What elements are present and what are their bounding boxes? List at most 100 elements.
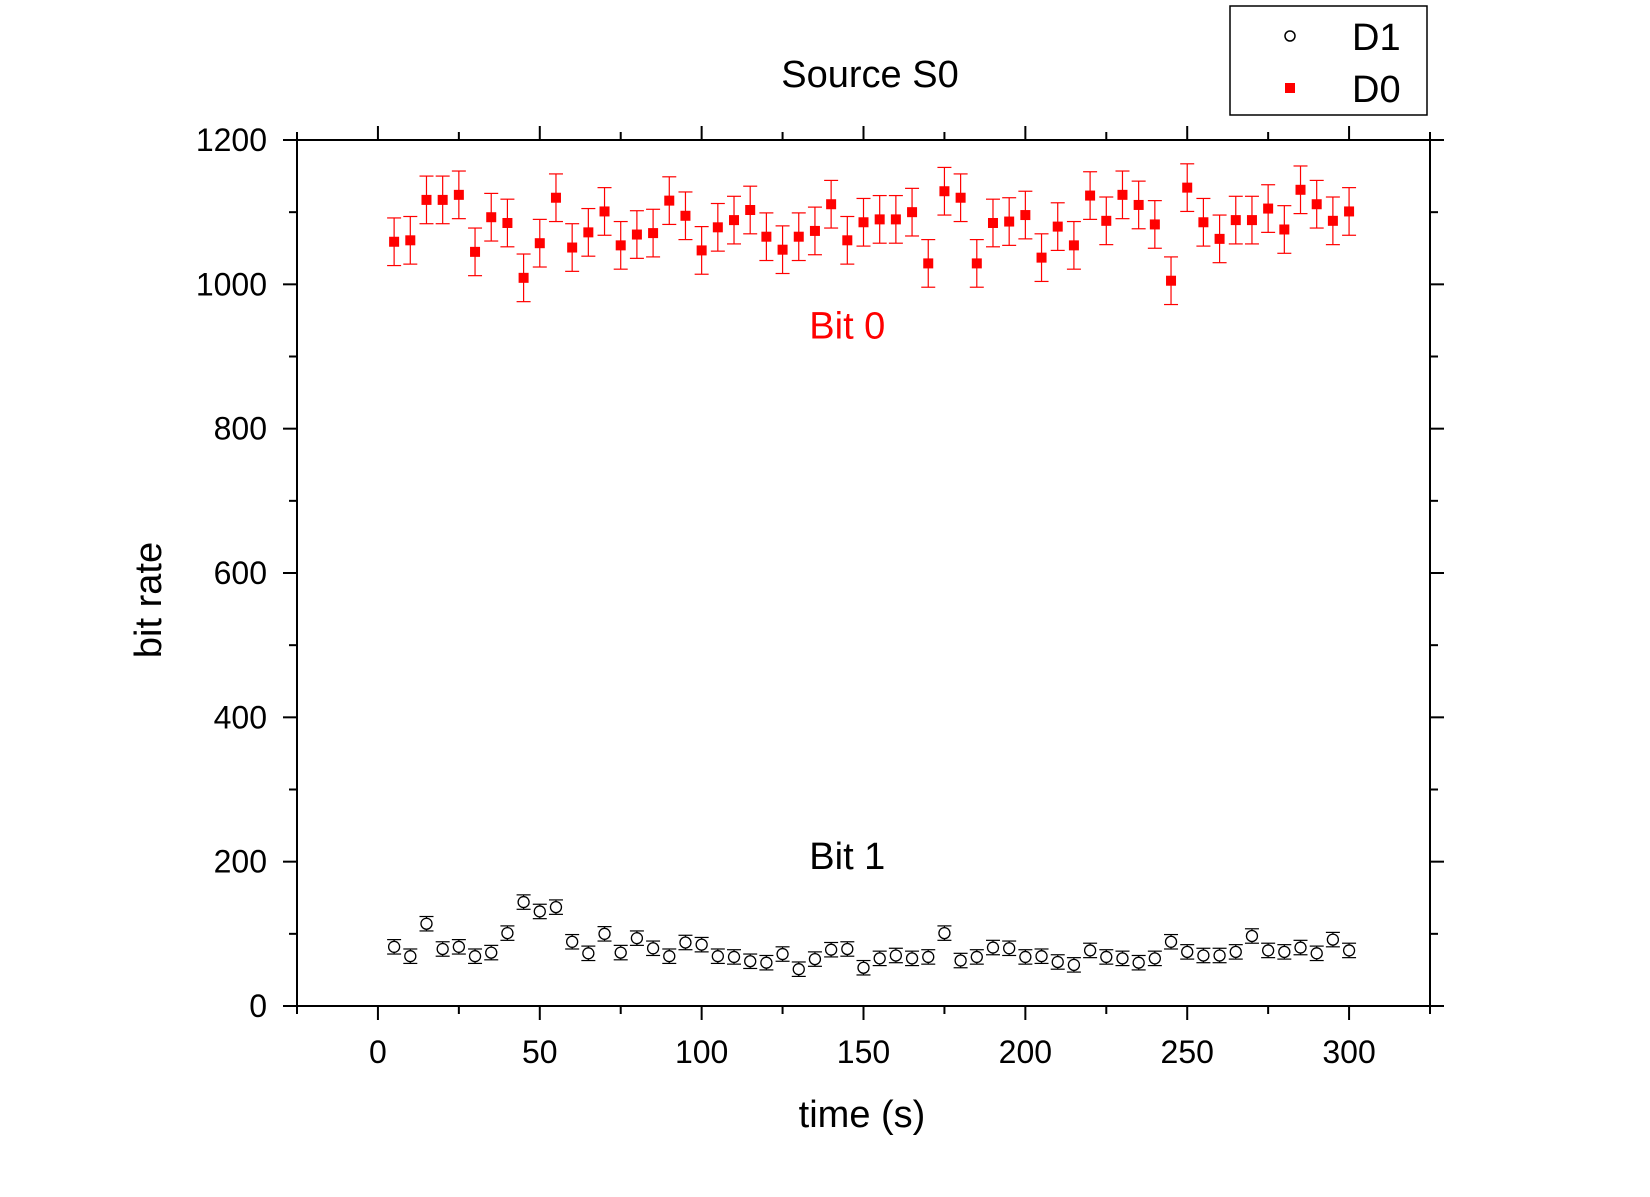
y-tick-label: 400 — [214, 699, 267, 735]
data-point — [679, 936, 692, 949]
legend: D1 D0 — [1229, 5, 1428, 116]
y-tick-label: 0 — [249, 988, 267, 1024]
data-point — [1068, 240, 1079, 251]
data-point — [1036, 252, 1047, 263]
data-point — [1083, 944, 1097, 957]
data-point — [648, 228, 659, 239]
data-point — [1230, 215, 1241, 226]
data-point — [1101, 215, 1112, 226]
data-point — [436, 942, 449, 956]
data-point — [922, 950, 935, 964]
data-point — [1326, 933, 1340, 946]
data-point — [1344, 206, 1355, 217]
data-point — [405, 235, 416, 246]
data-point — [631, 229, 642, 240]
data-point — [1279, 224, 1290, 235]
legend-marker-d0 — [1285, 83, 1295, 93]
data-point — [1117, 189, 1128, 200]
data-point — [905, 952, 919, 965]
data-point — [890, 214, 901, 225]
data-point — [955, 192, 966, 203]
data-point — [1148, 952, 1161, 965]
data-point — [501, 926, 514, 940]
data-point — [1067, 958, 1081, 972]
annotation-label: Bit 0 — [809, 305, 885, 347]
data-point — [1278, 945, 1291, 959]
annotations: Bit 0 Bit 1 — [809, 305, 885, 877]
data-point — [727, 950, 741, 964]
data-point — [1213, 949, 1226, 962]
plot-marks — [387, 163, 1357, 978]
data-point — [582, 947, 595, 960]
data-point — [566, 935, 579, 948]
data-point — [1100, 950, 1113, 964]
x-tick-label: 300 — [1322, 1034, 1375, 1070]
data-point — [842, 235, 853, 246]
data-point — [567, 242, 578, 253]
data-point — [760, 956, 773, 969]
x-tick-label: 250 — [1161, 1034, 1214, 1070]
data-point — [663, 950, 676, 963]
data-point — [664, 195, 675, 206]
data-point — [630, 932, 644, 945]
data-point — [1085, 190, 1096, 201]
y-tick-label: 1000 — [196, 266, 267, 302]
data-point — [729, 215, 740, 226]
data-point — [1051, 955, 1064, 969]
data-point — [1035, 950, 1048, 963]
data-point — [1052, 221, 1063, 232]
data-point — [387, 940, 401, 953]
data-point — [874, 214, 885, 225]
data-point — [695, 938, 708, 951]
data-point — [502, 217, 513, 228]
data-point — [971, 258, 982, 269]
data-point — [452, 940, 466, 953]
legend-box — [1229, 5, 1428, 116]
data-point — [518, 272, 529, 283]
data-point — [761, 231, 772, 242]
chart-title: Source S0 — [781, 54, 958, 96]
data-point — [1198, 217, 1209, 228]
data-point — [1133, 199, 1144, 210]
data-point — [583, 227, 594, 238]
data-point — [1263, 203, 1274, 214]
data-point — [421, 194, 432, 205]
data-point — [389, 236, 400, 247]
x-tick-label: 150 — [837, 1034, 890, 1070]
tick-labels: 0 50 100 150 200 250 300 0 200 400 600 800 1000 1200 — [196, 122, 1376, 1070]
data-point — [1261, 944, 1275, 957]
data-point — [970, 950, 983, 964]
data-point — [680, 210, 691, 221]
data-point — [1164, 935, 1178, 948]
data-point — [1295, 184, 1306, 195]
data-point — [599, 206, 610, 217]
data-point — [1004, 216, 1015, 227]
legend-marker-d1 — [1284, 30, 1296, 42]
data-point — [744, 955, 757, 968]
data-point — [468, 950, 482, 963]
data-point — [1197, 949, 1210, 962]
data-point — [1342, 944, 1356, 957]
series-d0 — [387, 163, 1357, 306]
y-tick-label: 1200 — [196, 122, 267, 158]
data-point — [712, 222, 723, 233]
data-point — [808, 952, 822, 966]
legend-label-d0: D0 — [1352, 69, 1401, 111]
data-point — [939, 186, 950, 197]
data-point — [986, 941, 1000, 954]
y-tick-label: 600 — [214, 555, 267, 591]
data-point — [550, 192, 561, 203]
data-point — [776, 947, 789, 961]
y-axis-label: bit rate — [128, 542, 170, 658]
data-point — [923, 258, 934, 269]
data-point — [696, 245, 707, 256]
data-point — [1132, 956, 1145, 969]
data-point — [954, 954, 967, 967]
series-d1 — [387, 894, 1357, 978]
data-point — [826, 199, 837, 210]
data-point — [1294, 941, 1307, 954]
data-point — [1245, 929, 1259, 943]
data-point — [1003, 942, 1016, 955]
x-tick-label: 200 — [999, 1034, 1052, 1070]
